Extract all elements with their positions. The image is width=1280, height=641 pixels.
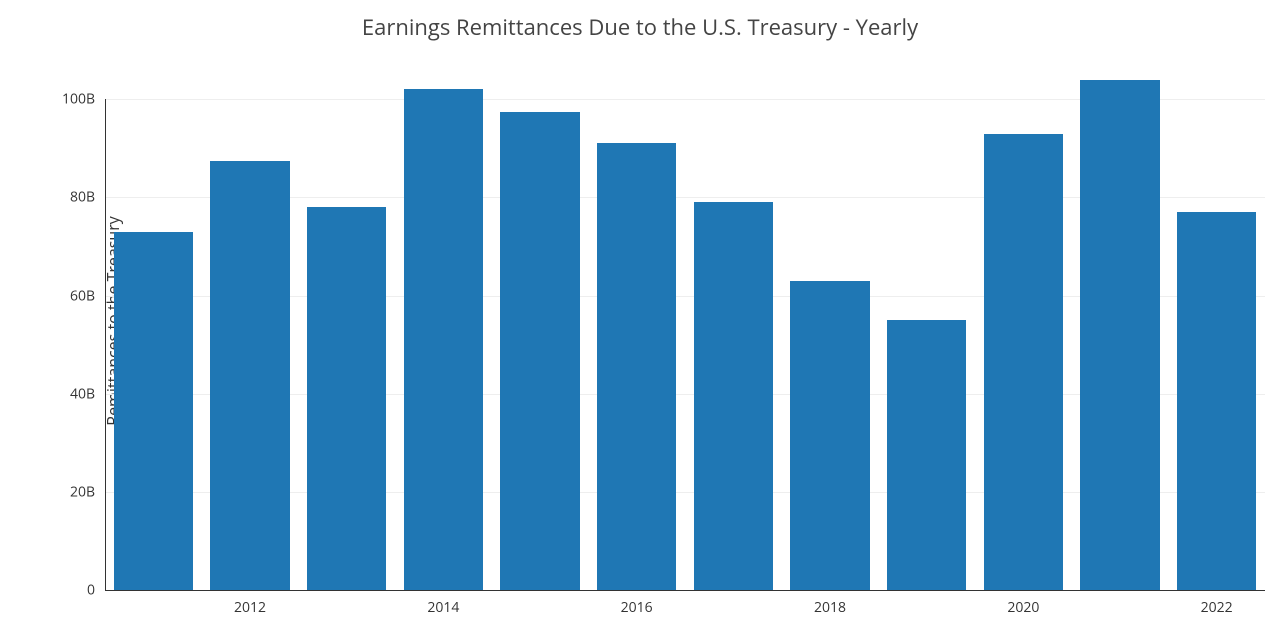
- x-axis-line: [105, 590, 1265, 591]
- x-tick-label: 2012: [234, 590, 266, 617]
- bar: [307, 207, 386, 590]
- y-tick-label: 40B: [70, 384, 105, 403]
- y-tick-label: 100B: [62, 90, 105, 109]
- x-tick-label: 2020: [1007, 590, 1039, 617]
- x-tick-label: 2016: [621, 590, 653, 617]
- bar: [1080, 80, 1159, 590]
- x-tick-label: 2014: [427, 590, 459, 617]
- x-tick-label: 2022: [1201, 590, 1233, 617]
- chart-container: Earnings Remittances Due to the U.S. Tre…: [0, 0, 1280, 641]
- bar: [210, 161, 289, 590]
- bar: [597, 143, 676, 590]
- bar: [1177, 212, 1256, 590]
- y-tick-label: 0: [87, 581, 105, 600]
- bar: [694, 202, 773, 590]
- y-axis-line: [105, 99, 106, 590]
- bar: [114, 232, 193, 590]
- bar: [500, 112, 579, 590]
- bar: [404, 89, 483, 590]
- chart-title: Earnings Remittances Due to the U.S. Tre…: [0, 12, 1280, 42]
- bar: [984, 134, 1063, 590]
- y-tick-label: 80B: [70, 188, 105, 207]
- bar: [887, 320, 966, 590]
- y-tick-label: 20B: [70, 482, 105, 501]
- y-tick-label: 60B: [70, 286, 105, 305]
- bar: [790, 281, 869, 590]
- plot-area: 020B40B60B80B100B20122014201620182020202…: [105, 60, 1265, 590]
- x-tick-label: 2018: [814, 590, 846, 617]
